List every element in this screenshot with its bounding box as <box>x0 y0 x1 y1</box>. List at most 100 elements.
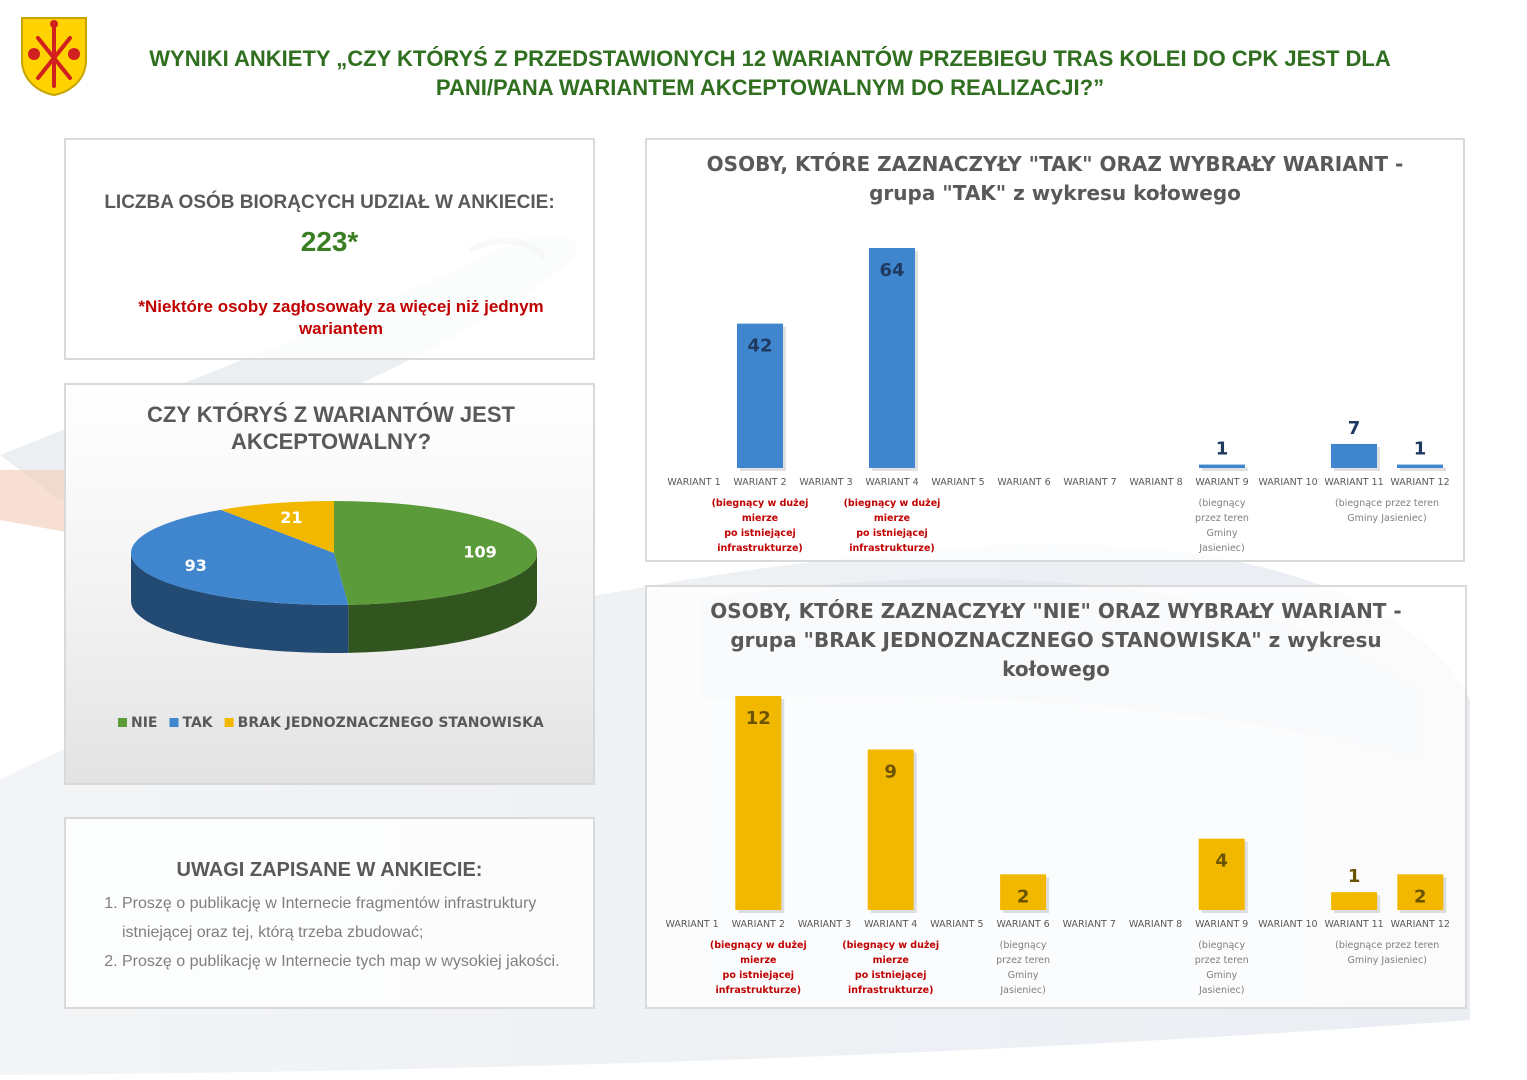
note-item: Proszę o publikację w Internecie tych ma… <box>122 947 602 976</box>
bar-data-label: 4 <box>1215 851 1228 872</box>
x-tick-label: WARIANT 6 <box>996 919 1049 930</box>
x-tick-label: WARIANT 10 <box>1258 919 1317 930</box>
bar-data-label: 2 <box>1017 886 1030 907</box>
notes-title: UWAGI ZAPISANE W ANKIECIE: <box>176 859 483 881</box>
bar <box>1198 838 1245 910</box>
x-tick-label: WARIANT 8 <box>1129 919 1182 930</box>
notes-list: Proszę o publikację w Internecie fragmen… <box>96 889 602 976</box>
legend-entry: TAK <box>183 715 214 731</box>
bar-annotation: Jasieniec) <box>999 985 1046 996</box>
note-item: Proszę o publikację w Internecie fragmen… <box>122 889 602 947</box>
bar-annotation: przez teren <box>1195 513 1249 524</box>
x-tick-label: WARIANT 9 <box>1195 477 1248 488</box>
bar-data-label: 64 <box>879 260 904 281</box>
notes-panel: UWAGI ZAPISANE W ANKIECIE: Proszę o publ… <box>64 817 595 1009</box>
pie-slice <box>334 501 537 605</box>
x-tick-label: WARIANT 1 <box>667 477 720 488</box>
bar-annotation: (biegnący <box>1000 940 1047 951</box>
bar-annotation: mierze <box>740 955 776 966</box>
pie-slice-side <box>131 553 349 653</box>
participants-panel: LICZBA OSÓB BIORĄCYCH UDZIAŁ W ANKIECIE:… <box>64 138 595 360</box>
tak-chart-title: OSOBY, KTÓRE ZAZNACZYŁY "TAK" ORAZ WYBRA… <box>687 150 1423 208</box>
bar-annotation: Gminy Jasieniec) <box>1347 955 1426 966</box>
bar <box>867 749 914 910</box>
bar-annotation: (biegnący w dużej <box>842 940 939 951</box>
x-tick-label: WARIANT 2 <box>733 477 786 488</box>
main-title-line-1: WYNIKI ANKIETY „CZY KTÓRYŚ Z PRZEDSTAWIO… <box>149 46 1391 71</box>
bar <box>1199 464 1245 468</box>
bar-annotation: przez teren <box>1195 955 1249 966</box>
legend-entry: NIE <box>131 715 158 731</box>
bar-annotation: Gminy <box>1207 528 1238 539</box>
bar-annotation: Gminy Jasieniec) <box>1347 513 1426 524</box>
bar-annotation: (biegnące przez teren <box>1335 498 1439 509</box>
brak-chart-title-line-1: OSOBY, KTÓRE ZAZNACZYŁY "NIE" ORAZ WYBRA… <box>710 599 1402 623</box>
x-tick-label: WARIANT 4 <box>865 477 918 488</box>
brak-chart-title-line-3: kołowego <box>1002 657 1110 681</box>
x-tick-label: WARIANT 7 <box>1063 919 1116 930</box>
bar-annotation: po istniejącej <box>856 528 928 539</box>
pie-chart-title: CZY KTÓRYŚ Z WARIANTÓW JEST AKCEPTOWALNY… <box>106 401 556 455</box>
bar-annotation: (biegnący <box>1199 498 1246 509</box>
bar-annotation: po istniejącej <box>855 970 927 981</box>
main-title-line-2: PANI/PANA WARIANTEM AKCEPTOWALNYM DO REA… <box>435 75 1105 100</box>
pie-data-label: 109 <box>463 543 496 562</box>
bar-annotation: przez teren <box>996 955 1050 966</box>
bar-annotation: infrastrukturze) <box>717 543 803 554</box>
coat-of-arms-logo <box>21 17 87 96</box>
bar <box>869 248 915 468</box>
pie-chart-title-line-1: CZY KTÓRYŚ Z WARIANTÓW JEST <box>147 402 515 427</box>
bar <box>1397 464 1443 468</box>
bar-data-label: 9 <box>884 762 897 783</box>
x-tick-label: WARIANT 11 <box>1324 919 1383 930</box>
pie-data-label: 21 <box>280 508 302 527</box>
main-title: WYNIKI ANKIETY „CZY KTÓRYŚ Z PRZEDSTAWIO… <box>100 44 1440 102</box>
x-tick-label: WARIANT 7 <box>1063 477 1116 488</box>
bar-annotation: po istniejącej <box>724 528 796 539</box>
pie-slice <box>220 501 334 553</box>
bar-annotation: Jasieniec) <box>1198 543 1245 554</box>
tak-bar-chart: WARIANT 1 WARIANT 2 42 WARIANT 3 WARIANT 4 64… <box>667 248 1450 554</box>
participants-label: LICZBA OSÓB BIORĄCYCH UDZIAŁ W ANKIECIE: <box>104 192 555 213</box>
participants-count: 223* <box>300 226 359 257</box>
bar-data-label: 12 <box>746 708 771 729</box>
x-tick-label: WARIANT 12 <box>1390 477 1449 488</box>
bar-annotation: (biegnący w dużej <box>844 498 941 509</box>
pie-data-label: 93 <box>185 556 207 575</box>
bar <box>1397 874 1444 910</box>
bar-data-label: 1 <box>1216 439 1229 460</box>
legend-swatch <box>118 718 127 727</box>
legend-swatch <box>169 718 179 727</box>
bar <box>735 696 782 910</box>
bar <box>737 323 783 468</box>
x-tick-label: WARIANT 11 <box>1324 477 1383 488</box>
bar-annotation: mierze <box>874 513 910 524</box>
bar-annotation: (biegnący w dużej <box>710 940 807 951</box>
x-tick-label: WARIANT 6 <box>997 477 1050 488</box>
x-tick-label: WARIANT 10 <box>1258 477 1317 488</box>
pie-slice-side <box>348 553 537 653</box>
legend-swatch <box>224 718 234 727</box>
brak-chart-panel: OSOBY, KTÓRE ZAZNACZYŁY "NIE" ORAZ WYBRA… <box>645 585 1467 1009</box>
bar-shadow <box>1400 467 1446 471</box>
bar <box>1331 892 1378 910</box>
bar <box>1331 443 1377 468</box>
tak-chart-title-line-2: grupa "TAK" z wykresu kołowego <box>869 181 1241 205</box>
legend-entry: BRAK JEDNOZNACZNEGO STANOWISKA <box>238 715 544 731</box>
x-tick-label: WARIANT 1 <box>665 919 718 930</box>
brak-chart-title-line-2: grupa "BRAK JEDNOZNACZNEGO STANOWISKA" z… <box>730 628 1382 652</box>
bar-annotation: po istniejącej <box>723 970 795 981</box>
bar-annotation: infrastrukturze) <box>849 543 935 554</box>
x-tick-label: WARIANT 3 <box>798 919 851 930</box>
bar-annotation: mierze <box>873 955 909 966</box>
bar-data-label: 42 <box>747 336 772 357</box>
x-tick-label: WARIANT 9 <box>1195 919 1248 930</box>
bar-annotation: Gminy <box>1008 970 1039 981</box>
x-tick-label: WARIANT 12 <box>1391 919 1450 930</box>
pie-chart-panel: CZY KTÓRYŚ Z WARIANTÓW JEST AKCEPTOWALNY… <box>64 383 595 785</box>
x-tick-label: WARIANT 5 <box>930 919 983 930</box>
tak-chart-panel: OSOBY, KTÓRE ZAZNACZYŁY "TAK" ORAZ WYBRA… <box>645 138 1465 562</box>
bar-annotation: (biegnące przez teren <box>1335 940 1439 951</box>
pie-chart: 109 93 21 NIE TAK BRAK JEDNOZNACZNEGO STANOWI… <box>118 501 544 731</box>
bar-shadow <box>1202 467 1248 471</box>
